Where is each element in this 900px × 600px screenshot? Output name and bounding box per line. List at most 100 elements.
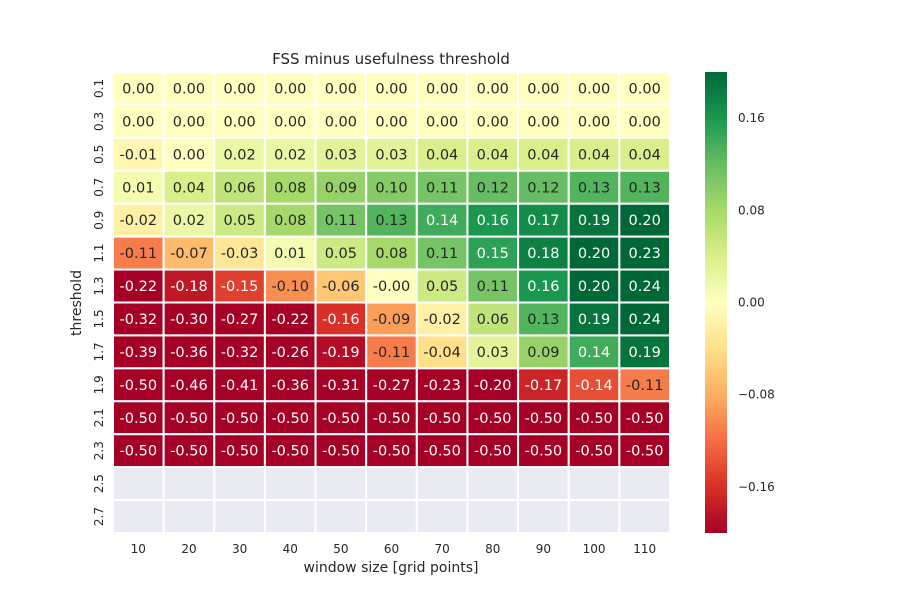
x-tick-label: 90 xyxy=(536,542,551,556)
colorbar-tick-label: 0.00 xyxy=(738,296,765,310)
cell-value-label: 0.11 xyxy=(426,246,458,262)
cell-value-label: 0.06 xyxy=(223,180,255,196)
cell-value-label: 0.09 xyxy=(325,180,357,196)
heatmap-cell xyxy=(517,367,570,403)
cell-value-label: -0.50 xyxy=(525,411,563,427)
y-tick-label: 1.9 xyxy=(92,375,106,394)
heatmap-cell xyxy=(263,202,317,238)
cell-value-label: 0.16 xyxy=(527,279,559,295)
cell-value-label: 0.12 xyxy=(477,180,509,196)
x-tick-label: 60 xyxy=(384,542,399,556)
heatmap-cell xyxy=(618,334,672,370)
cell-value-label: -0.19 xyxy=(322,345,360,361)
heatmap-cell xyxy=(365,169,418,205)
cell-value-label: -0.01 xyxy=(120,147,158,163)
heatmap-cell xyxy=(112,301,165,337)
cell-value-label: -0.06 xyxy=(322,279,360,295)
y-axis-ticks: 0.1 0.3 0.5 0.7 0.9 1.1 1.3 1.5 1.7 1.9 2.1 2.3 2.5 2… xyxy=(92,79,106,526)
cell-value-label: 0.13 xyxy=(527,312,559,328)
cell-value-label: 0.00 xyxy=(426,114,458,130)
cell-value-label: 0.06 xyxy=(477,312,509,328)
cell-value-label: 0.00 xyxy=(325,114,357,130)
cell-value-label: 0.09 xyxy=(527,345,559,361)
x-tick-label: 110 xyxy=(633,542,656,556)
cell-value-label: -0.22 xyxy=(271,312,309,328)
cell-value-label: 0.13 xyxy=(375,213,407,229)
y-tick-label: 0.5 xyxy=(92,145,106,164)
cell-value-label: 0.14 xyxy=(426,213,458,229)
heatmap-cell xyxy=(618,301,672,337)
cell-value-label: 0.04 xyxy=(426,147,458,163)
cell-value-label: -0.26 xyxy=(271,345,309,361)
heatmap-cell xyxy=(567,235,621,271)
cell-value-label: -0.14 xyxy=(575,378,613,394)
cell-value-label: 0.00 xyxy=(122,81,154,97)
cell-value-label: -0.20 xyxy=(474,378,512,394)
y-tick-label: 0.1 xyxy=(92,79,106,98)
heatmap-cell xyxy=(213,71,266,106)
heatmap-cell xyxy=(415,268,469,304)
cell-value-label: -0.50 xyxy=(271,411,309,427)
cell-value-label: -0.50 xyxy=(423,411,461,427)
cell-value-label: -0.16 xyxy=(322,312,360,328)
cell-value-label: 0.00 xyxy=(629,114,661,130)
heatmap-cell xyxy=(112,71,165,106)
heatmap-cell xyxy=(618,499,672,535)
heatmap-cell xyxy=(415,103,469,139)
colorbar xyxy=(705,72,727,533)
heatmap-cell xyxy=(517,466,570,502)
cell-value-label: -0.17 xyxy=(525,378,563,394)
cell-value-label: -0.50 xyxy=(474,444,512,460)
heatmap-cell xyxy=(567,334,621,370)
cell-value-label: 0.24 xyxy=(629,312,661,328)
cell-value-label: 0.02 xyxy=(173,213,205,229)
cell-value-label: 0.03 xyxy=(325,147,357,163)
heatmap-cell xyxy=(517,499,570,535)
cell-value-label: 0.00 xyxy=(173,81,205,97)
cell-value-label: 0.00 xyxy=(173,147,205,163)
y-tick-label: 1.5 xyxy=(92,309,106,328)
heatmap-cell xyxy=(263,367,317,403)
cell-value-label: 0.11 xyxy=(325,213,357,229)
cell-value-label: 0.05 xyxy=(426,279,458,295)
heatmap-cell xyxy=(466,334,520,370)
cell-value-label: 0.00 xyxy=(477,81,509,97)
cell-value-label: 0.10 xyxy=(375,180,407,196)
heatmap-cell xyxy=(618,466,672,502)
heatmap-cell xyxy=(618,433,672,469)
cell-value-label: 0.17 xyxy=(527,213,559,229)
heatmap-cell xyxy=(314,433,368,469)
cell-value-label: 0.00 xyxy=(223,114,255,130)
cell-value-label: -0.50 xyxy=(373,444,411,460)
cell-value-label: 0.00 xyxy=(274,114,306,130)
cell-value-label: 0.11 xyxy=(477,279,509,295)
heatmap-cell xyxy=(314,235,368,271)
heatmap-cell xyxy=(263,433,317,469)
cell-value-label: -0.02 xyxy=(120,213,158,229)
y-tick-label: 0.7 xyxy=(92,178,106,197)
cell-value-label: -0.50 xyxy=(575,411,613,427)
colorbar-tick-label: 0.16 xyxy=(738,111,765,125)
chart-title: FSS minus usefulness threshold xyxy=(272,50,510,68)
cell-value-label: -0.30 xyxy=(170,312,208,328)
heatmap-cell xyxy=(162,499,216,535)
cell-value-label: 0.05 xyxy=(325,246,357,262)
x-axis-label: window size [grid points] xyxy=(304,560,479,576)
cell-value-label: 0.04 xyxy=(629,147,661,163)
heatmap-cell xyxy=(314,499,368,535)
cell-value-label: 0.00 xyxy=(426,81,458,97)
cell-value-label: -0.15 xyxy=(221,279,259,295)
heatmap-cell xyxy=(466,103,520,139)
heatmap-cell xyxy=(162,71,216,106)
heatmap-cell xyxy=(263,235,317,271)
cell-value-label: -0.32 xyxy=(221,345,259,361)
cell-value-label: 0.03 xyxy=(375,147,407,163)
cell-value-label: 0.20 xyxy=(578,246,610,262)
y-tick-label: 1.1 xyxy=(92,244,106,263)
cell-value-label: -0.11 xyxy=(120,246,158,262)
heatmap-cell xyxy=(466,235,520,271)
cell-value-label: -0.50 xyxy=(525,444,563,460)
x-tick-label: 10 xyxy=(131,542,146,556)
cell-value-label: -0.41 xyxy=(221,378,259,394)
cell-value-label: -0.32 xyxy=(120,312,158,328)
